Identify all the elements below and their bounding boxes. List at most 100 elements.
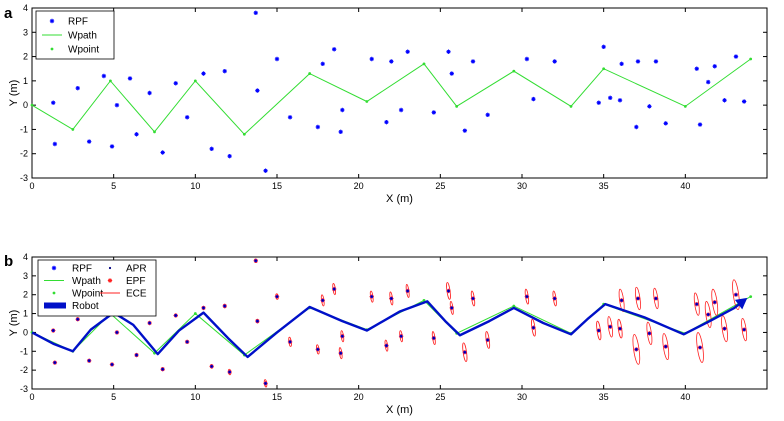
- rpf-marker: [52, 141, 58, 147]
- y-tick-label: -2: [20, 365, 28, 375]
- apr-marker: [210, 365, 213, 368]
- rpf-marker: [160, 150, 165, 155]
- apr-marker: [339, 352, 342, 355]
- x-tick-label: 0: [29, 181, 34, 191]
- panel-b: b 0 5 10 15 20 25 30 35 40 -3 -2 -1 0 1 2 3 4 X (m) Y (m) RP…: [4, 252, 768, 416]
- ece-ellipse: [721, 315, 728, 343]
- rpf-marker: [446, 49, 451, 54]
- y-tick-label: 3: [23, 27, 28, 37]
- rpf-marker: [109, 144, 115, 149]
- legend-label: Robot: [72, 301, 99, 312]
- x-tick-label: 15: [272, 181, 282, 191]
- apr-marker: [161, 368, 164, 371]
- rpf-marker: [722, 98, 727, 103]
- apr-marker: [333, 288, 336, 290]
- rpf-marker: [315, 124, 321, 130]
- apr-marker: [699, 346, 701, 349]
- robot-path: [31, 299, 745, 359]
- rpf-marker: [608, 95, 613, 101]
- rpf-marker: [147, 90, 152, 96]
- ece-ellipse: [704, 301, 712, 328]
- wpoint-marker: [308, 72, 312, 75]
- legend-label: EPF: [126, 276, 145, 287]
- y-tick-label: 1: [23, 309, 28, 319]
- apr-marker: [256, 320, 259, 323]
- legend-label: RPF: [68, 17, 88, 28]
- rpf-marker: [706, 79, 711, 85]
- legend-apr-swatch: [108, 266, 112, 270]
- x-tick-label: 35: [599, 181, 609, 191]
- legend-label: Wpoint: [72, 289, 103, 300]
- apr-marker: [148, 322, 151, 324]
- apr-marker: [341, 335, 344, 338]
- apr-marker: [321, 299, 324, 302]
- rpf-marker: [741, 99, 747, 104]
- apr-marker: [635, 348, 638, 351]
- wpoint-marker: [365, 100, 369, 103]
- legend-label: Wpoint: [68, 45, 99, 56]
- apr-marker: [609, 325, 612, 328]
- apr-marker: [174, 314, 177, 317]
- x-axis-label: X (m): [386, 404, 413, 416]
- apr-marker: [735, 293, 737, 296]
- rpf-marker: [331, 47, 337, 52]
- rpf-marker: [184, 115, 190, 120]
- rpf-marker: [51, 100, 56, 105]
- ece-ellipse: [732, 279, 740, 311]
- y-axis-label: Y (m): [8, 310, 20, 337]
- apr-marker: [223, 305, 226, 307]
- rpf-marker: [134, 132, 139, 137]
- rpf-marker: [287, 115, 293, 120]
- apr-marker: [472, 297, 474, 300]
- y-axis-label: Y (m): [8, 80, 20, 107]
- apr-marker: [53, 361, 56, 364]
- apr-marker: [620, 299, 623, 302]
- y-tick-label: 2: [23, 52, 28, 62]
- rpf-marker: [524, 56, 530, 62]
- rpf-marker: [338, 129, 343, 135]
- apr-marker: [637, 297, 639, 300]
- apr-marker: [254, 259, 257, 262]
- x-tick-label: 5: [111, 392, 116, 402]
- rpf-marker: [274, 56, 280, 62]
- rpf-marker: [617, 98, 623, 103]
- legend-label: Wpath: [68, 31, 97, 42]
- apr-marker: [76, 318, 79, 321]
- rpf-marker: [253, 10, 258, 16]
- rpf-marker: [712, 64, 717, 69]
- rpf-marker: [663, 121, 668, 126]
- rpf-marker: [635, 59, 641, 64]
- wpoint-marker: [683, 104, 687, 108]
- rpf-marker: [697, 122, 703, 127]
- rpf-marker: [596, 100, 601, 105]
- x-tick-label: 40: [680, 181, 690, 191]
- y-tick-label: -3: [20, 384, 28, 394]
- rpf-marker: [431, 110, 436, 115]
- wpoint-marker: [569, 104, 573, 108]
- y-tick-label: 4: [23, 3, 28, 13]
- y-tick-label: 3: [23, 271, 28, 281]
- apr-marker: [707, 313, 710, 316]
- wpoint-marker: [71, 128, 75, 131]
- wpoint-marker: [30, 103, 34, 107]
- wpoint-marker: [602, 67, 606, 71]
- wpoint-marker: [512, 69, 516, 73]
- rpf-marker: [619, 61, 624, 67]
- apr-marker: [532, 326, 535, 329]
- rpf-marker: [485, 112, 490, 118]
- y-tick-label: -2: [20, 149, 28, 159]
- rpf-marker: [653, 59, 659, 64]
- legend-rpf-swatch: [51, 265, 57, 271]
- apr-marker: [486, 339, 489, 341]
- apr-marker: [695, 303, 698, 306]
- apr-marker: [264, 382, 267, 385]
- y-tick-label: 2: [23, 290, 28, 300]
- x-tick-label: 10: [190, 181, 200, 191]
- apr-marker: [648, 332, 651, 335]
- apr-marker: [713, 301, 716, 304]
- apr-marker: [111, 363, 113, 366]
- apr-marker: [450, 307, 453, 309]
- y-tick-label: 0: [23, 100, 28, 110]
- apr-marker: [553, 297, 556, 300]
